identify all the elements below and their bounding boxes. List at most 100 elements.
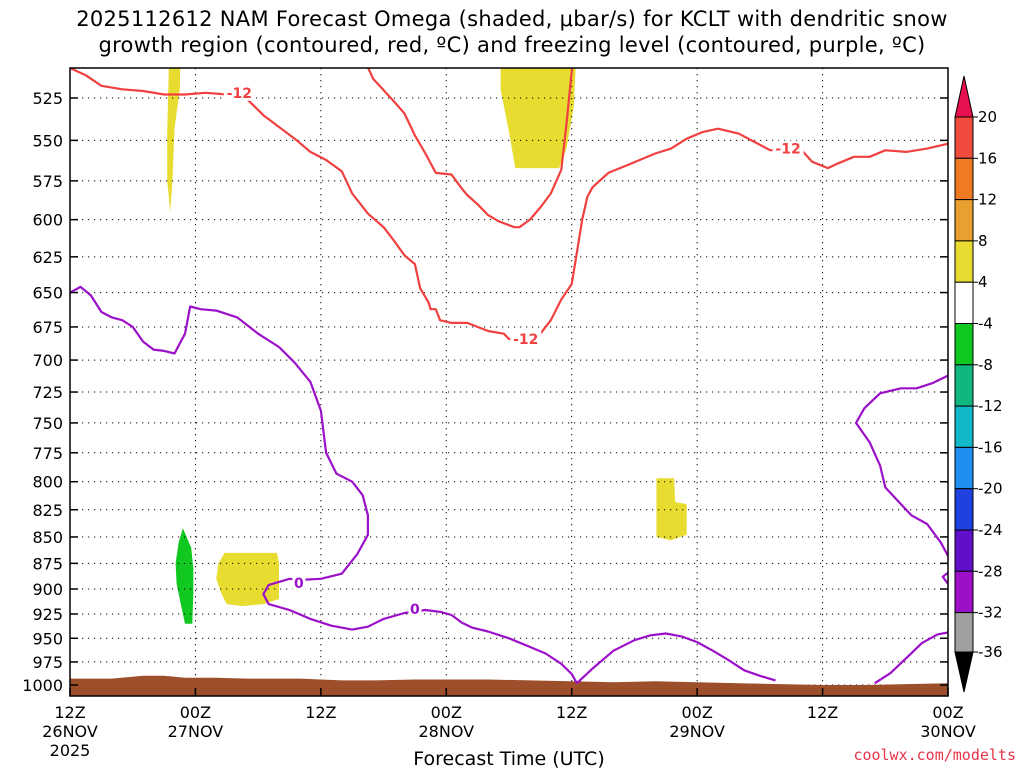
colorbar-swatch-7 (954, 364, 974, 407)
omega-yellow-top-left (167, 68, 181, 212)
contour-layer (70, 68, 948, 685)
plot-frame (69, 67, 949, 697)
colorbar-label-10: -24 (978, 521, 1003, 539)
colorbar-label-2: 12 (978, 191, 997, 209)
colorbar-swatch-4 (954, 240, 974, 283)
contour-label-bg-2 (772, 140, 804, 157)
x-tick-label-7-line1: 00Z (932, 703, 963, 722)
y-tick-label-15: 900 (32, 580, 63, 599)
colorbar-swatch-11 (954, 529, 974, 572)
omega-yellow-mid-right (656, 478, 687, 541)
colorbar-swatch-1 (954, 116, 974, 159)
omega-shading-layer (167, 68, 687, 624)
contour-label-bg-3 (292, 574, 306, 591)
x-tick-label-0-line3: 2025 (50, 741, 91, 760)
y-tick-label-17: 950 (32, 629, 63, 648)
colorbar-label-8: -16 (978, 438, 1003, 456)
y-axis: 525 550 575 600 625 650 675 700 725 750 775 800 825 8… (22, 89, 948, 695)
colorbar-label-5: -4 (978, 315, 993, 333)
colorbar-swatch-10 (954, 488, 974, 531)
x-tick-label-6-line1: 12Z (807, 703, 838, 722)
colorbar-label-9: -20 (978, 480, 1003, 498)
y-tick-label-9: 750 (32, 414, 63, 433)
y-tick-label-3: 600 (32, 211, 63, 230)
contour-label-0: -12 (227, 86, 252, 102)
x-tick-label-1-line2: 27NOV (168, 722, 224, 741)
colorbar: 20 16 12 8 4 -4 -8 -12 -16 -20 -24 -28 -32 -36 (954, 75, 1003, 693)
colorbar-swatch-12 (954, 570, 974, 614)
colorbar-label-3: 8 (978, 232, 988, 250)
colorbar-swatch-5 (954, 281, 974, 325)
credit-text: coolwx.com/modelts (853, 746, 1016, 764)
x-tick-label-7-line2: 30NOV (920, 722, 976, 741)
colorbar-label-11: -28 (978, 562, 1003, 580)
y-tick-label-19: 1000 (22, 676, 63, 695)
contour-label-1: -12 (513, 332, 538, 348)
colorbar-label-12: -32 (978, 604, 1003, 622)
contour-label-2: -12 (775, 142, 800, 158)
x-tick-label-3-line1: 00Z (431, 703, 462, 722)
omega-yellow-low-left (216, 552, 279, 607)
colorbar-label-7: -12 (978, 397, 1003, 415)
colorbar-label-0: 20 (978, 108, 997, 126)
colorbar-swatch-8 (954, 405, 974, 448)
x-tick-label-5-line1: 00Z (681, 703, 712, 722)
colorbar-bottom-arrow (954, 651, 974, 693)
y-tick-label-18: 975 (32, 653, 63, 672)
chart-title: 2025112612 NAM Forecast Omega (shaded, μ… (0, 6, 1024, 58)
colorbar-swatch-13 (954, 612, 974, 653)
grid-layer (70, 68, 948, 696)
x-tick-label-2-line1: 12Z (305, 703, 336, 722)
x-tick-label-4-line1: 12Z (556, 703, 587, 722)
colorbar-label-1: 16 (978, 149, 997, 167)
x-tick-label-0-line1: 12Z (54, 703, 85, 722)
y-tick-label-2: 575 (32, 172, 63, 191)
dgz-minus12-lower-contour (366, 68, 574, 229)
y-tick-label-7: 700 (32, 351, 63, 370)
x-tick-label-3-line2: 28NOV (418, 722, 474, 741)
freezing-level-mid-contour (576, 632, 776, 685)
colorbar-label-4: 4 (978, 273, 988, 291)
x-axis-label: Forecast Time (UTC) (413, 748, 604, 768)
contour-label-bg-1 (510, 331, 542, 348)
y-tick-label-13: 850 (32, 528, 63, 547)
omega-yellow-top-center (500, 68, 576, 169)
freezing-level-upper-contour (70, 285, 578, 684)
title-line-1: 2025112612 NAM Forecast Omega (shaded, μ… (76, 7, 948, 31)
y-tick-label-11: 800 (32, 473, 63, 492)
freezing-level-right-contour (854, 374, 948, 557)
colorbar-swatch-6 (954, 323, 974, 366)
title-line-2: growth region (contoured, red, ºC) and f… (98, 33, 926, 57)
colorbar-label-6: -8 (978, 356, 993, 374)
y-tick-label-4: 625 (32, 248, 63, 267)
colorbar-swatch-9 (954, 446, 974, 490)
contour-label-bg-4 (408, 601, 422, 618)
contour-label-3: 0 (294, 576, 304, 592)
colorbar-swatch-2 (954, 157, 974, 201)
terrain-fill (70, 675, 948, 696)
y-tick-label-0: 525 (32, 89, 63, 108)
y-tick-label-5: 650 (32, 284, 63, 303)
colorbar-label-13: -36 (978, 643, 1003, 661)
y-tick-label-16: 925 (32, 605, 63, 624)
colorbar-top-arrow (954, 75, 974, 118)
contour-label-bg-0 (223, 84, 255, 101)
x-tick-label-0-line2: 26NOV (42, 722, 98, 741)
contour-label-4: 0 (410, 602, 420, 618)
y-tick-label-6: 675 (32, 318, 63, 337)
omega-green-low-left (175, 528, 194, 624)
y-tick-label-8: 725 (32, 383, 63, 402)
x-tick-label-5-line2: 29NOV (669, 722, 725, 741)
y-tick-label-10: 775 (32, 444, 63, 463)
y-tick-label-1: 550 (32, 131, 63, 150)
y-tick-label-14: 875 (32, 554, 63, 573)
y-tick-label-12: 825 (32, 501, 63, 520)
x-tick-label-1-line1: 00Z (180, 703, 211, 722)
freezing-level-bottom-right-contour (874, 631, 948, 685)
freezing-level-right2-contour (941, 571, 948, 585)
terrain-layer (70, 675, 948, 696)
colorbar-swatch-3 (954, 199, 974, 242)
contour-label-layer: -12 -12 -12 0 0 (223, 84, 804, 618)
